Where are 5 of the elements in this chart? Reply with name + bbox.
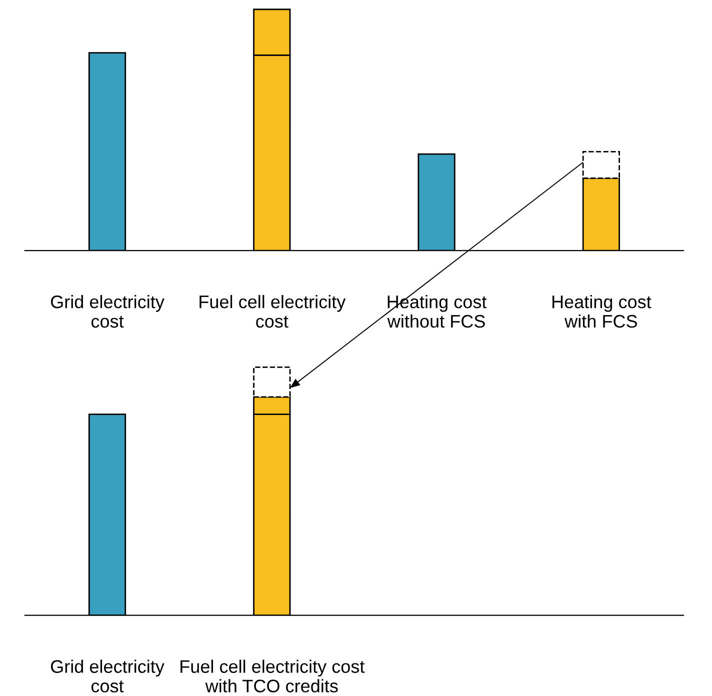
- x-tick-label: Grid electricity cost: [50, 295, 164, 328]
- x-tick-label: Grid electricity cost: [50, 660, 164, 692]
- x-tick-label: Fuel cell electricity cost with TCO credits: [180, 660, 365, 692]
- x-tick-label: Heating cost with FCS: [552, 295, 652, 328]
- x-tick-label: Fuel cell electricity cost: [200, 295, 346, 328]
